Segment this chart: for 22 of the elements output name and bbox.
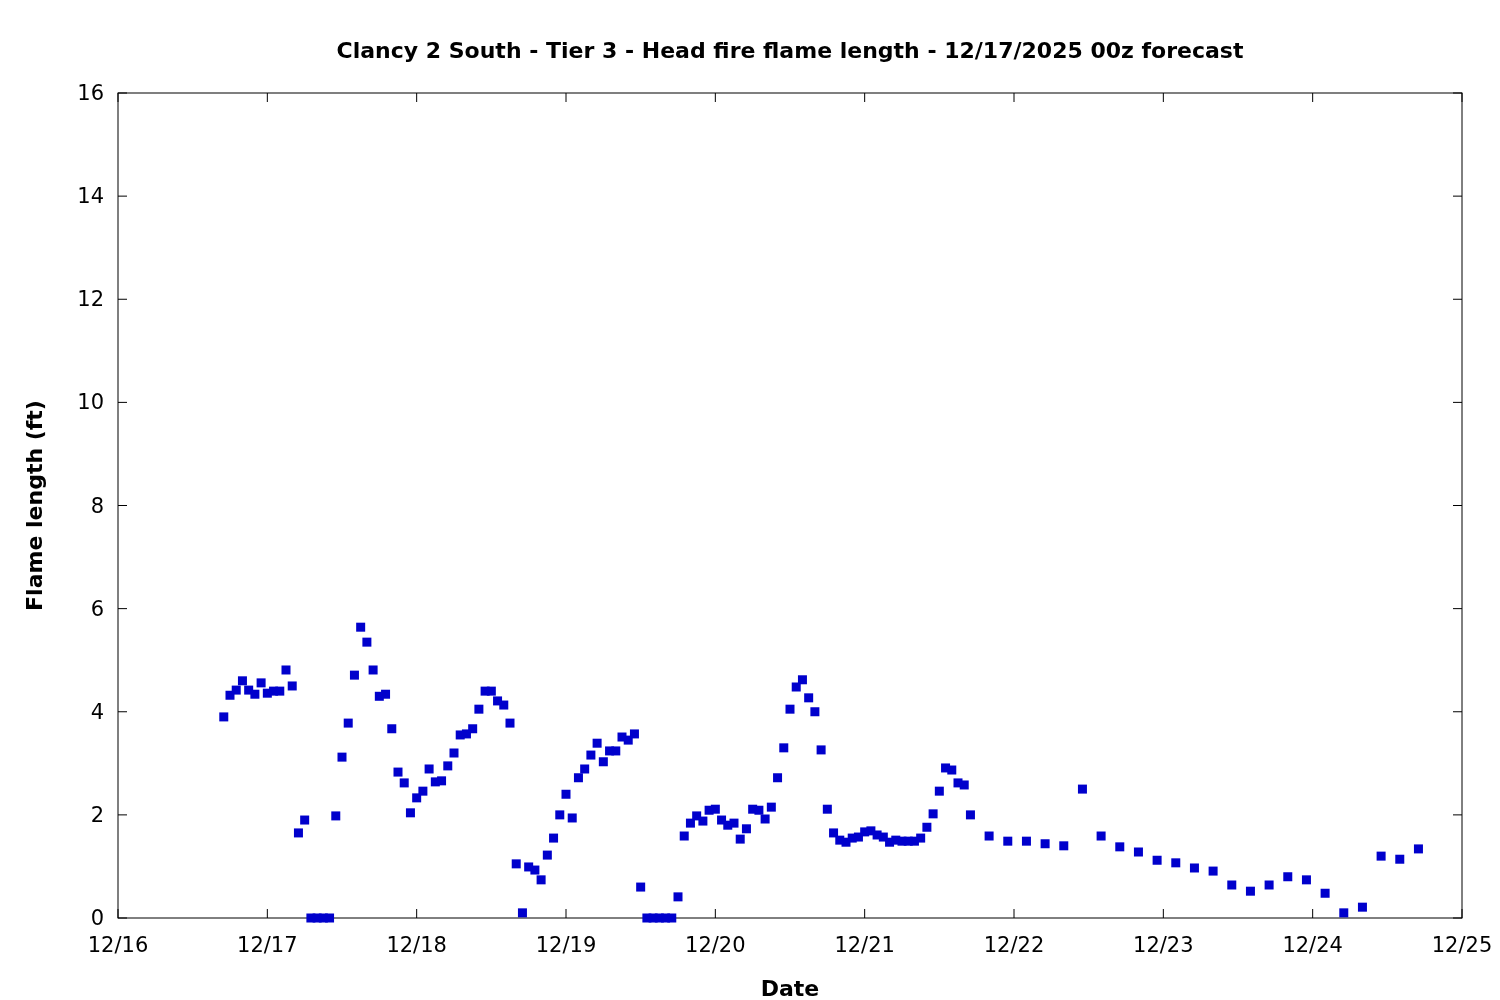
x-tick-label: 12/16 bbox=[87, 933, 149, 957]
y-tick-label: 6 bbox=[90, 596, 104, 621]
x-tick-label: 12/19 bbox=[535, 933, 597, 957]
y-tick-label: 2 bbox=[90, 802, 104, 827]
y-tick-label: 14 bbox=[77, 184, 104, 209]
chart-title: Clancy 2 South - Tier 3 - Head fire flame length - 12/17/2025 00z forecast bbox=[336, 38, 1244, 63]
x-tick-label: 12/17 bbox=[237, 933, 298, 957]
x-tick-label: 12/21 bbox=[834, 933, 895, 957]
y-tick-label: 8 bbox=[90, 493, 104, 518]
x-tick-label: 12/18 bbox=[386, 933, 447, 957]
y-axis-title: Flame length (ft) bbox=[22, 400, 47, 611]
y-tick-label: 12 bbox=[77, 287, 104, 312]
x-tick-label: 12/22 bbox=[983, 933, 1045, 957]
x-tick-label: 12/25 bbox=[1431, 933, 1493, 957]
x-tick-label: 12/23 bbox=[1133, 933, 1194, 957]
x-tick-label: 12/24 bbox=[1282, 933, 1343, 957]
x-axis-title: Date bbox=[760, 976, 820, 1000]
y-tick-label: 10 bbox=[77, 390, 104, 415]
y-tick-label: 16 bbox=[77, 81, 104, 105]
y-tick-label: 4 bbox=[90, 699, 104, 724]
y-tick-label: 0 bbox=[90, 906, 104, 930]
x-tick-label: 12/20 bbox=[685, 933, 746, 957]
